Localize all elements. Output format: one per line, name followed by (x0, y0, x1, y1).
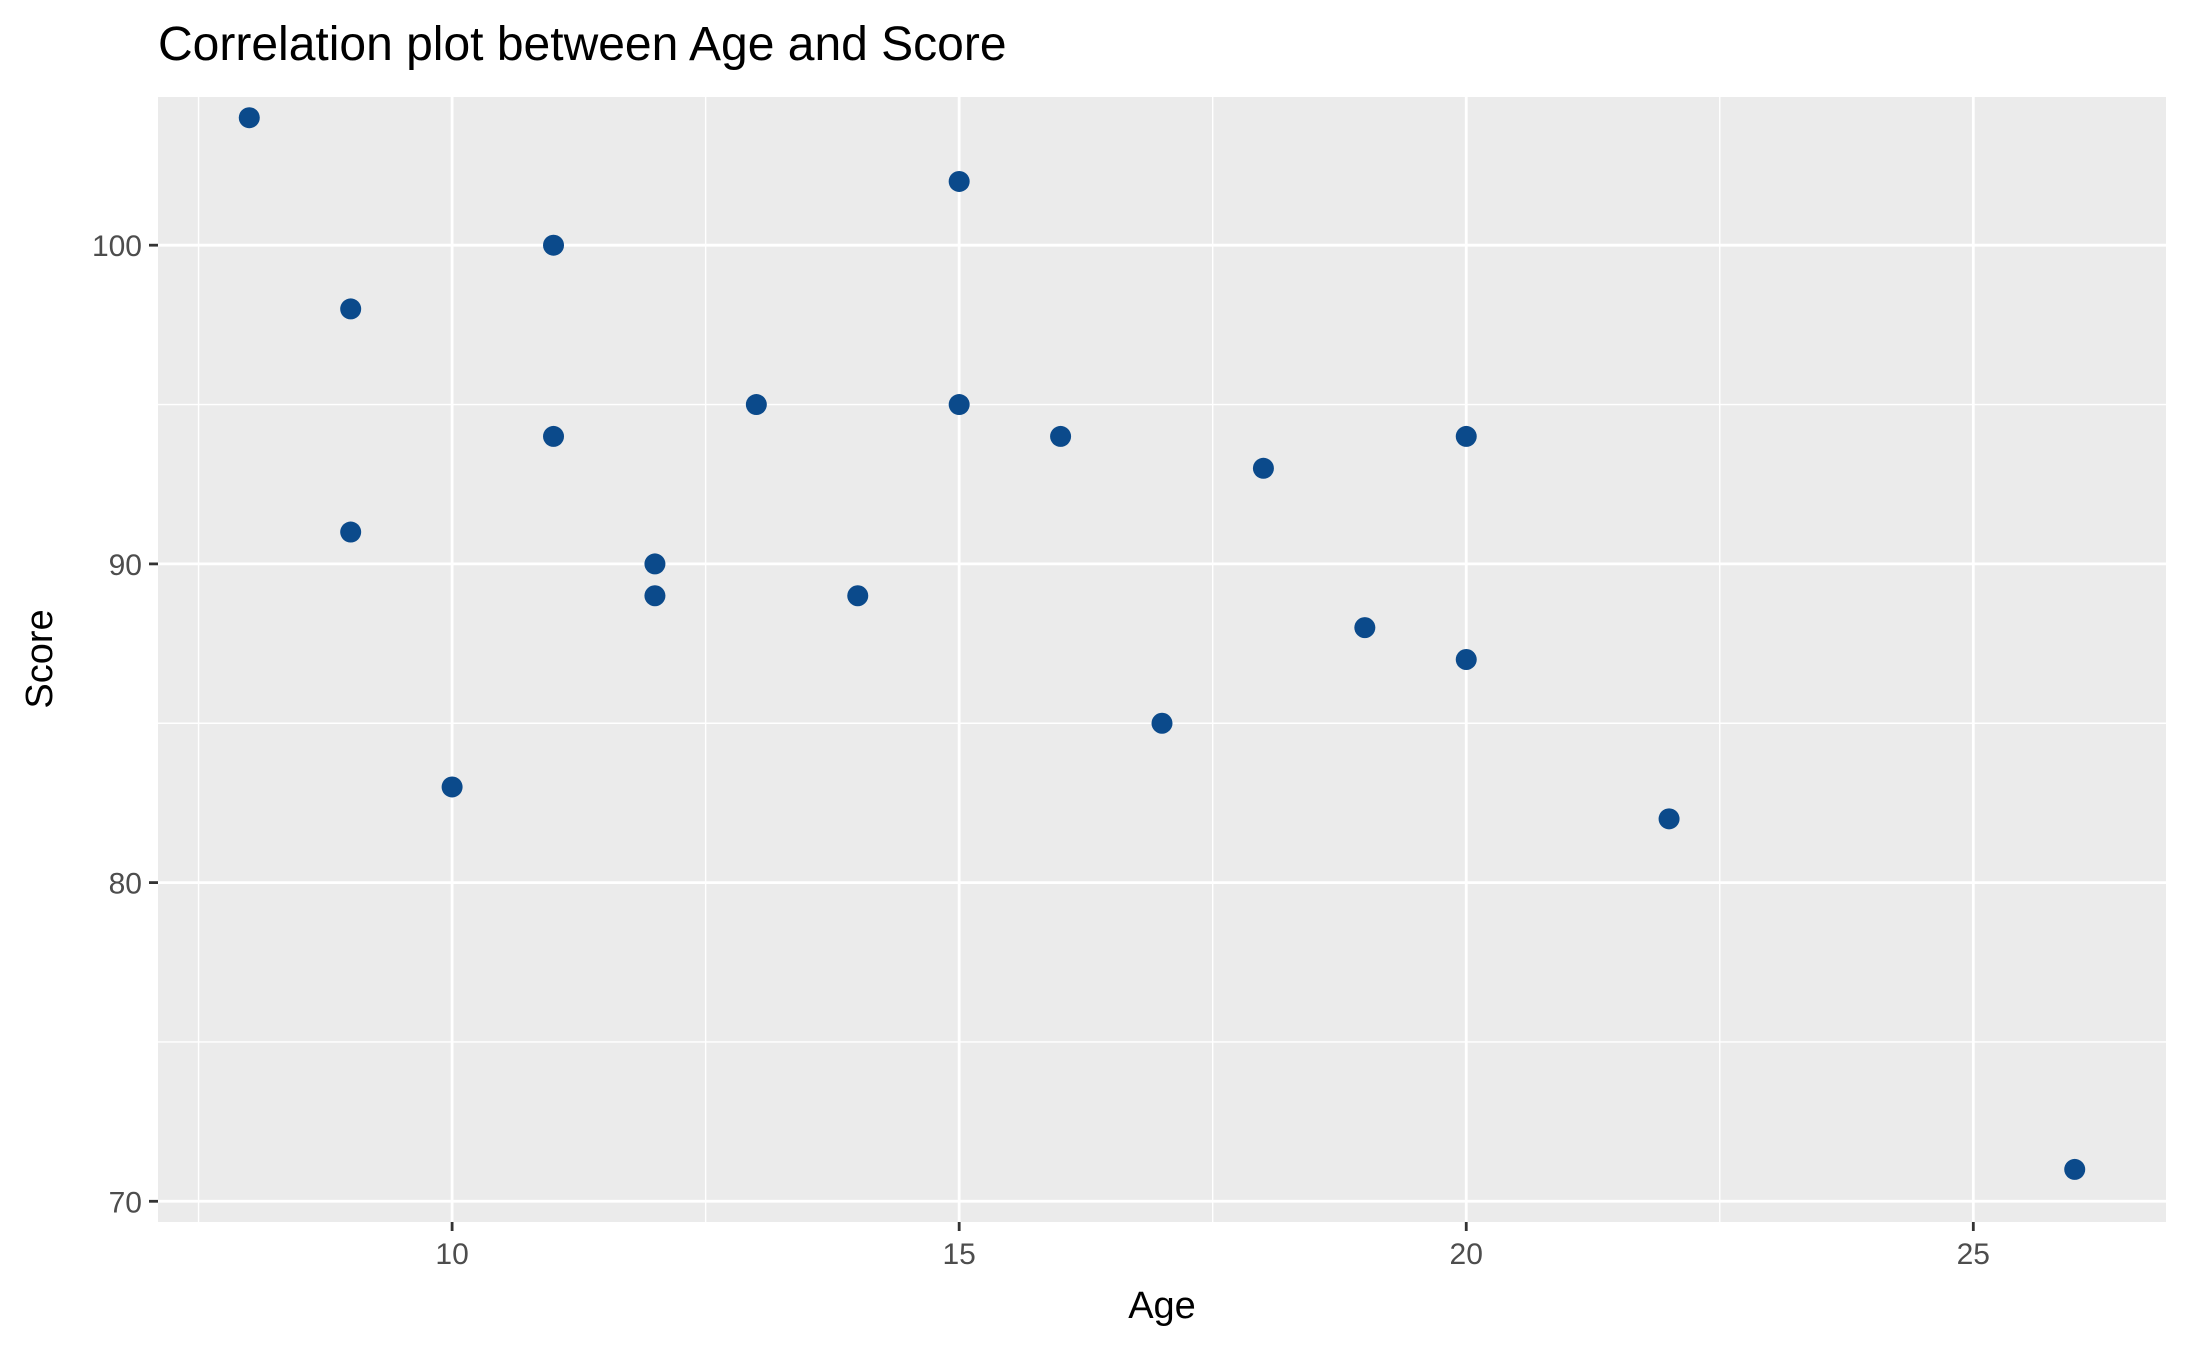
scatter-point (644, 585, 666, 607)
scatter-point (543, 234, 565, 256)
x-tick-label: 15 (942, 1238, 975, 1271)
axis-ticks: 10 15 20 25 70 80 90 100 (92, 230, 1990, 1271)
y-tick-label: 80 (109, 868, 142, 901)
scatter-point (238, 107, 260, 129)
scatter-point (1050, 425, 1072, 447)
x-tick-label: 20 (1450, 1238, 1483, 1271)
scatter-point (2064, 1158, 2086, 1180)
scatter-point (948, 170, 970, 192)
scatter-point (1455, 425, 1477, 447)
data-points (238, 107, 2086, 1180)
major-gridlines (158, 97, 2166, 1222)
x-tick-label: 25 (1957, 1238, 1990, 1271)
scatter-point (340, 298, 362, 320)
x-axis-title: Age (1128, 1285, 1196, 1327)
scatter-point (847, 585, 869, 607)
scatter-point (1354, 617, 1376, 639)
y-tick-label: 90 (109, 549, 142, 582)
x-tick-label: 10 (435, 1238, 468, 1271)
plot-panel (158, 97, 2166, 1222)
scatter-point (1151, 712, 1173, 734)
scatter-point (1455, 649, 1477, 670)
scatter-point (543, 425, 565, 447)
scatter-point (1252, 457, 1274, 479)
scatter-point (644, 553, 666, 575)
y-tick-label: 70 (109, 1186, 142, 1219)
scatter-point (441, 776, 463, 798)
scatter-point (948, 394, 970, 416)
y-axis-title: Score (19, 609, 61, 708)
scatter-point (1658, 808, 1680, 830)
scatter-point (745, 394, 767, 416)
chart-title: Correlation plot between Age and Score (158, 18, 1007, 71)
y-tick-label: 100 (92, 230, 142, 263)
scatter-point (340, 521, 362, 543)
